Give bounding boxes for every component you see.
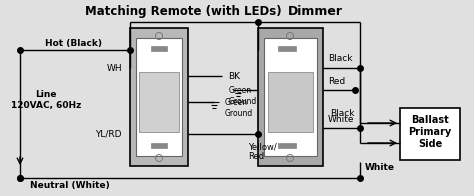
Bar <box>264 38 317 156</box>
Text: Matching Remote (with LEDs): Matching Remote (with LEDs) <box>85 5 281 17</box>
Text: White: White <box>328 115 355 124</box>
Text: Neutral (White): Neutral (White) <box>30 181 110 190</box>
Text: Line
120VAC, 60Hz: Line 120VAC, 60Hz <box>11 90 81 110</box>
Text: YL/RD: YL/RD <box>95 130 122 139</box>
Text: Ballast: Ballast <box>411 115 449 125</box>
Bar <box>278 143 296 148</box>
Text: Primary
Side: Primary Side <box>409 127 452 149</box>
Bar <box>130 28 188 166</box>
Text: Black: Black <box>330 109 355 118</box>
Bar <box>278 46 296 51</box>
Bar <box>400 108 460 160</box>
Text: Red: Red <box>328 77 345 86</box>
Bar <box>151 46 167 51</box>
Bar <box>268 72 313 132</box>
Bar <box>139 72 179 132</box>
Text: BK: BK <box>228 72 240 81</box>
Bar <box>151 143 167 148</box>
Text: White: White <box>365 162 395 172</box>
Bar <box>258 28 323 166</box>
Text: Black: Black <box>328 54 353 63</box>
Bar <box>136 38 182 156</box>
Text: Dimmer: Dimmer <box>288 5 343 17</box>
Text: Yellow/
Red: Yellow/ Red <box>248 142 277 161</box>
Text: Hot (Black): Hot (Black) <box>46 39 102 48</box>
Text: Green
Ground: Green Ground <box>225 98 253 118</box>
Text: Green
Ground: Green Ground <box>229 86 257 106</box>
Text: WH: WH <box>106 64 122 73</box>
